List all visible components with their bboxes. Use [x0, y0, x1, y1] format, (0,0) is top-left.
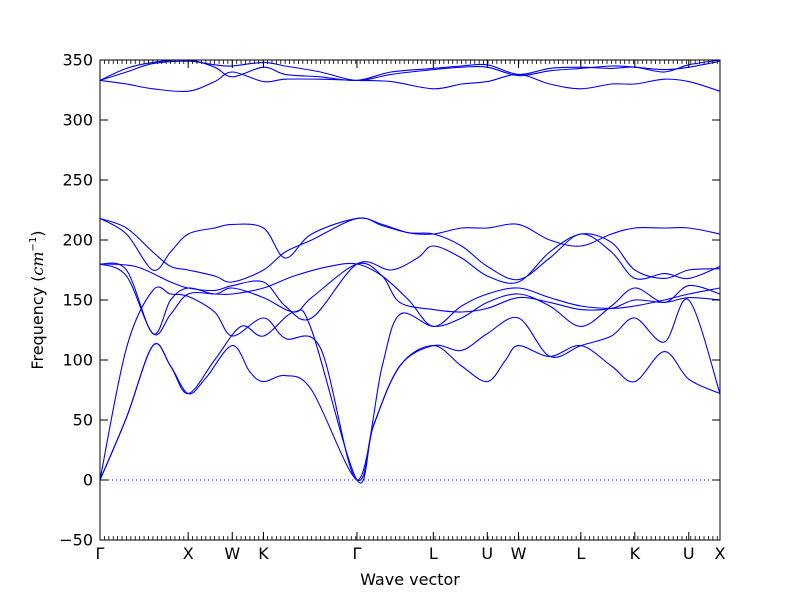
x-tick-label: W [224, 544, 240, 563]
y-tick-label: 150 [62, 291, 93, 310]
x-tick-label: U [683, 544, 695, 563]
band-line-3 [100, 284, 720, 481]
tick-mark-layer [99, 59, 721, 541]
band-line-2 [100, 298, 720, 484]
x-tick-label: Γ [96, 544, 105, 563]
y-tick-label: 250 [62, 171, 93, 190]
x-tick-label: X [183, 544, 194, 563]
x-axis-label: Wave vector [360, 570, 460, 589]
x-tick-label: K [258, 544, 269, 563]
x-tick-label: X [715, 544, 726, 563]
x-tick-label: Γ [352, 544, 361, 563]
y-tick-label: 300 [62, 111, 93, 130]
band-line-4 [100, 262, 720, 336]
y-tick-label: 50 [73, 411, 93, 430]
y-axis-label: Frequency (cm−1) [28, 230, 47, 369]
y-tick-label: 0 [83, 471, 93, 490]
band-line-11 [100, 60, 720, 81]
y-axis-label-close: ) [28, 230, 47, 236]
y-tick-label-layer: −50 0 50 100 150 200 250 300 350 [59, 51, 93, 550]
band-line-10 [100, 71, 720, 93]
x-tick-label: L [429, 544, 438, 563]
y-tick-label: 100 [62, 351, 93, 370]
y-axis-label-exponent: −1 [28, 237, 39, 252]
y-tick-label: 200 [62, 231, 93, 250]
y-tick-label: −50 [59, 531, 93, 550]
y-tick-label: 350 [62, 51, 93, 70]
band-line-7 [100, 217, 720, 283]
plot-frame [99, 59, 721, 541]
x-tick-label: K [630, 544, 641, 563]
x-tick-label: W [511, 544, 527, 563]
band-line-5 [100, 262, 720, 335]
band-line-9 [100, 60, 720, 82]
band-line-6 [100, 217, 720, 271]
y-axis-label-text: Frequency ( [28, 276, 47, 370]
band-line-1 [100, 343, 720, 481]
series-layer [100, 60, 720, 484]
y-axis-label-unit: cm [28, 251, 47, 275]
x-tick-label: U [481, 544, 493, 563]
band-line-8 [100, 233, 720, 321]
x-tick-label: L [576, 544, 585, 563]
